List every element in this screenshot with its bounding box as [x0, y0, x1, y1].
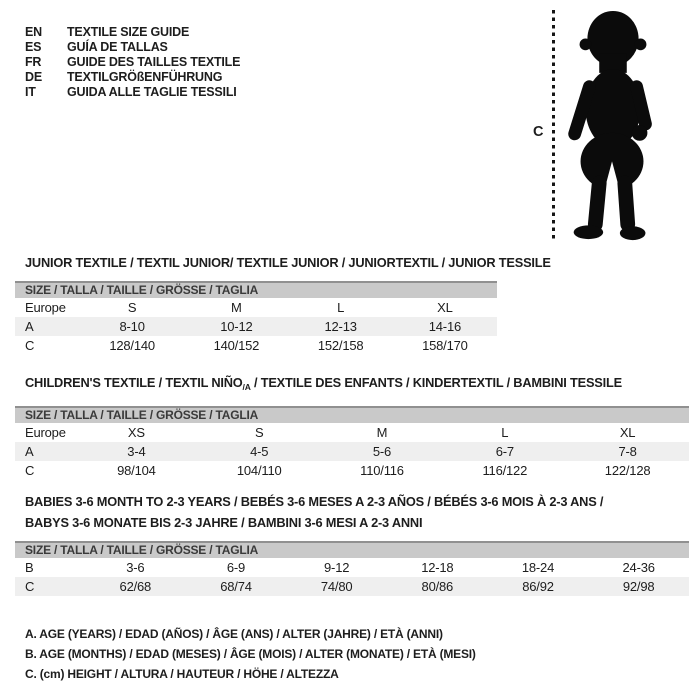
size-cell: S — [127, 300, 137, 315]
size-cell: M — [376, 425, 388, 440]
table-row-europe: Europe XS S M L XL — [15, 423, 689, 442]
row-label: A — [25, 444, 34, 459]
size-table-babies: BABIES 3-6 MONTH TO 2-3 YEARS / BEBÉS 3-… — [15, 491, 689, 596]
age-cell: 4-5 — [250, 444, 269, 459]
table-title: BABIES 3-6 MONTH TO 2-3 YEARS / BEBÉS 3-… — [15, 491, 689, 533]
size-cell: L — [337, 300, 345, 315]
height-cell: 98/104 — [117, 463, 156, 478]
row-label: B — [25, 560, 34, 575]
age-cell: 10-12 — [220, 319, 253, 334]
title-subscript: /A — [242, 382, 251, 392]
height-cell: 62/68 — [119, 579, 152, 594]
footnote-age-months: B. AGE (MONTHS) / EDAD (MESES) / ÂGE (MO… — [25, 647, 476, 661]
height-cell: 140/152 — [213, 338, 260, 353]
table-header-bar: SIZE / TALLA / TAILLE / GRÖSSE / TAGLIA — [15, 281, 497, 298]
language-row: FR GUIDE DES TAILLES TEXTILE — [25, 55, 240, 70]
language-row: ES GUÍA DE TALLAS — [25, 40, 240, 55]
table-row-age: A 3-4 4-5 5-6 6-7 7-8 — [15, 442, 689, 461]
height-cell: 86/92 — [522, 579, 554, 594]
height-cell: 128/140 — [109, 338, 155, 353]
months-cell: 3-6 — [126, 560, 145, 575]
size-cell: XL — [619, 425, 636, 440]
table-title: JUNIOR TEXTILE / TEXTIL JUNIOR/ TEXTILE … — [25, 255, 551, 270]
language-code: ES — [25, 40, 42, 54]
language-title: GUIDE DES TAILLES TEXTILE — [67, 55, 241, 69]
age-cell: 6-7 — [495, 444, 514, 459]
toddler-silhouette-icon — [568, 10, 652, 241]
row-label: Europe — [25, 300, 66, 315]
size-cell: XL — [437, 300, 453, 315]
row-label: A — [25, 319, 34, 334]
title-part: CHILDREN'S TEXTILE / TEXTIL NIÑO — [25, 375, 243, 390]
size-table-junior: JUNIOR TEXTILE / TEXTIL JUNIOR/ TEXTILE … — [15, 252, 551, 355]
height-dashed-line — [552, 10, 555, 240]
row-label: C — [25, 338, 35, 353]
age-cell: 5-6 — [372, 444, 392, 459]
height-cell: 80/86 — [421, 579, 454, 594]
months-cell: 9-12 — [324, 560, 350, 575]
child-height-figure: C — [520, 0, 700, 250]
table-row-height: C 98/104 104/110 110/116 116/122 122/128 — [15, 461, 689, 480]
height-cell: 68/74 — [220, 579, 252, 594]
language-title: TEXTILE SIZE GUIDE — [67, 25, 190, 39]
height-cell: 152/158 — [317, 338, 364, 353]
table-row-age: A 8-10 10-12 12-13 14-16 — [15, 317, 497, 336]
title-line-1: BABIES 3-6 MONTH TO 2-3 YEARS / BEBÉS 3-… — [25, 494, 604, 509]
footnote-height-cm: C. (cm) HEIGHT / ALTURA / HAUTEUR / HÖHE… — [25, 667, 339, 681]
table-title: CHILDREN'S TEXTILE / TEXTIL NIÑO/A / TEX… — [15, 372, 689, 398]
language-row: EN TEXTILE SIZE GUIDE — [25, 25, 240, 40]
height-cell: 104/110 — [236, 463, 282, 478]
language-row: IT GUIDA ALLE TAGLIE TESSILI — [25, 85, 240, 100]
language-title: TEXTILGRÖßENFÜHRUNG — [67, 70, 223, 84]
size-cell: S — [254, 425, 264, 440]
language-code: EN — [25, 25, 42, 39]
language-code: IT — [25, 85, 36, 99]
height-cell: 110/116 — [360, 463, 404, 478]
size-cell: XS — [127, 425, 145, 440]
table-row-height: C 128/140 140/152 152/158 158/170 — [15, 336, 497, 355]
height-cell: 122/128 — [604, 463, 651, 478]
months-cell: 6-9 — [226, 560, 246, 575]
height-cell: 158/170 — [422, 338, 468, 353]
row-label: C — [25, 579, 35, 594]
months-cell: 18-24 — [521, 560, 555, 575]
age-cell: 14-16 — [428, 319, 461, 334]
age-cell: 7-8 — [618, 444, 637, 459]
table-header-bar: SIZE / TALLA / TAILLE / GRÖSSE / TAGLIA — [15, 406, 689, 423]
months-cell: 24-36 — [622, 560, 655, 575]
height-cell: 74/80 — [320, 579, 353, 594]
months-cell: 12-18 — [421, 560, 454, 575]
height-cell: 92/98 — [622, 579, 655, 594]
language-list: EN TEXTILE SIZE GUIDE ES GUÍA DE TALLAS … — [25, 25, 240, 100]
legend-footnotes: A. AGE (YEARS) / EDAD (AÑOS) / ÂGE (ANS)… — [25, 624, 476, 684]
title-line-2: BABYS 3-6 MONATE BIS 2-3 JAHRE / BAMBINI… — [25, 515, 423, 530]
table-header-bar: SIZE / TALLA / TAILLE / GRÖSSE / TAGLIA — [15, 541, 689, 558]
title-part: / TEXTILE DES ENFANTS / KINDERTEXTIL / B… — [250, 375, 622, 390]
language-code: DE — [25, 70, 42, 84]
row-label: Europe — [25, 425, 66, 440]
age-cell: 8-10 — [119, 319, 145, 334]
table-row-months: B 3-6 6-9 9-12 12-18 18-24 24-36 — [15, 558, 689, 577]
height-cell: 116/122 — [482, 463, 528, 478]
row-label: C — [25, 463, 35, 478]
language-code: FR — [25, 55, 42, 69]
language-row: DE TEXTILGRÖßENFÜHRUNG — [25, 70, 240, 85]
size-cell: L — [501, 425, 509, 440]
size-table-children: CHILDREN'S TEXTILE / TEXTIL NIÑO/A / TEX… — [15, 372, 689, 480]
height-measure-label: C — [533, 124, 544, 140]
language-title: GUIDA ALLE TAGLIE TESSILI — [67, 85, 237, 99]
table-row-height: C 62/68 68/74 74/80 80/86 86/92 92/98 — [15, 577, 689, 596]
age-cell: 3-4 — [127, 444, 146, 459]
footnote-age-years: A. AGE (YEARS) / EDAD (AÑOS) / ÂGE (ANS)… — [25, 627, 443, 641]
size-cell: M — [231, 300, 242, 315]
table-row-europe: Europe S M L XL — [15, 298, 497, 317]
language-title: GUÍA DE TALLAS — [67, 40, 168, 54]
age-cell: 12-13 — [324, 319, 357, 334]
